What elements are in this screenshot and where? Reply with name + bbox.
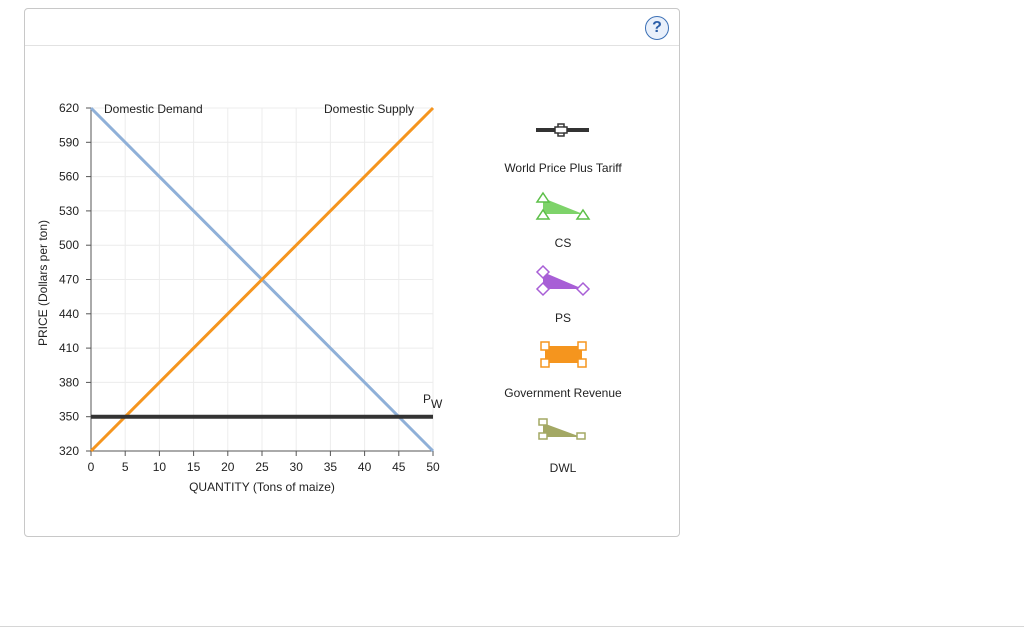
dwl-triangle-icon [543,423,581,437]
panel-toolbar: ? [25,9,679,46]
page-divider [0,626,1024,627]
chart-ticks: 0 5 10 15 20 25 30 35 40 45 50 320 350 380 410 440 470 50… [59,101,440,474]
y-tick-label: 440 [59,307,79,321]
tool-world-price-plus-tariff[interactable] [536,123,589,137]
x-tick-label: 0 [88,460,95,474]
cs-triangle-icon [543,198,583,214]
y-tick-label: 620 [59,101,79,115]
graph-panel: ? [24,8,680,537]
tool-cs[interactable] [535,191,591,220]
x-tick-label: 15 [187,460,201,474]
x-tick-label: 40 [358,460,372,474]
x-axis-label: QUANTITY (Tons of maize) [189,480,335,494]
x-tick-label: 10 [153,460,167,474]
chart-labels: Domestic Demand Domestic Supply PW QUANT… [36,102,443,494]
help-button[interactable]: ? [645,16,669,40]
y-tick-label: 380 [59,375,79,389]
tool-label-government-revenue: Government Revenue [504,386,622,400]
x-tick-label: 20 [221,460,235,474]
x-tick-label: 45 [392,460,406,474]
y-tick-label: 590 [59,135,79,149]
chart-series [89,106,435,453]
y-tick-label: 350 [59,410,79,424]
x-tick-label: 25 [255,460,269,474]
x-tick-label: 30 [290,460,304,474]
supply-curve [89,106,435,453]
world-price-label: PW [423,392,443,411]
supply-curve-label: Domestic Supply [324,102,414,116]
x-tick-label: 35 [324,460,338,474]
y-tick-label: 500 [59,238,79,252]
y-tick-label: 410 [59,341,79,355]
tool-label-ps: PS [554,311,571,325]
x-tick-label: 50 [426,460,440,474]
tool-government-revenue[interactable] [540,341,587,368]
tool-dwl[interactable] [538,418,586,440]
x-tick-label: 5 [122,460,129,474]
y-tick-label: 530 [59,204,79,218]
revenue-rectangle-icon [545,346,582,363]
y-axis-label: PRICE (Dollars per ton) [36,220,50,346]
y-tick-label: 560 [59,170,79,184]
chart-grid [90,107,434,452]
tool-label-world-price-plus-tariff: World Price Plus Tariff [504,161,622,175]
world-price-label-sub: W [431,397,443,411]
ps-triangle-icon [543,272,583,289]
y-tick-label: 470 [59,273,79,287]
tool-label-dwl: DWL [549,461,577,475]
world-price-label-main: P [423,392,431,406]
crosshair-icon [554,123,568,137]
tool-label-cs: CS [554,236,572,250]
y-tick-label: 320 [59,444,79,458]
tool-ps[interactable] [535,264,591,297]
demand-curve-label: Domestic Demand [104,102,203,116]
